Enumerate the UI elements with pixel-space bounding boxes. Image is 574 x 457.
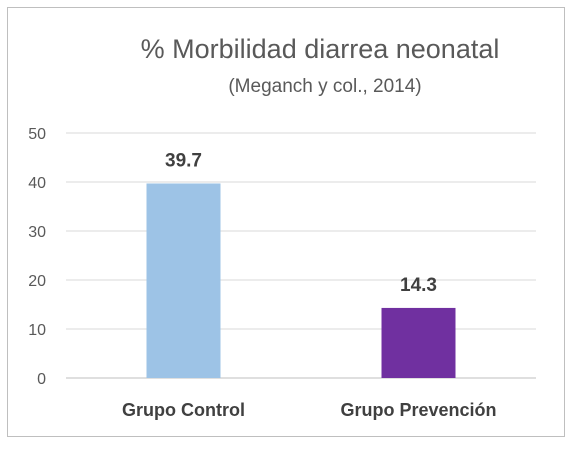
y-tick-label: 50 [28, 126, 46, 143]
x-category-label-1: Grupo Prevención [340, 400, 496, 420]
chart-frame [7, 7, 565, 437]
data-label-1: 14.3 [400, 275, 437, 296]
bar-0 [146, 183, 221, 378]
chart-subtitle: (Meganch y col., 2014) [228, 76, 421, 97]
x-category-label-0: Grupo Control [122, 400, 245, 420]
chart-title: % Morbilidad diarrea neonatal [141, 34, 500, 64]
bars [146, 183, 456, 378]
y-tick-label: 20 [28, 273, 46, 290]
data-label-0: 39.7 [165, 150, 202, 171]
y-axis-ticks: 0 10 20 30 40 50 [28, 126, 46, 388]
bar-1 [381, 307, 456, 378]
y-tick-label: 10 [28, 322, 46, 339]
data-labels: 39.7 14.3 [165, 150, 437, 295]
y-tick-label: 0 [37, 371, 46, 388]
y-tick-label: 40 [28, 175, 46, 192]
gridlines [66, 132, 536, 379]
x-axis-categories: Grupo Control Grupo Prevención [122, 400, 497, 420]
y-tick-label: 30 [28, 224, 46, 241]
